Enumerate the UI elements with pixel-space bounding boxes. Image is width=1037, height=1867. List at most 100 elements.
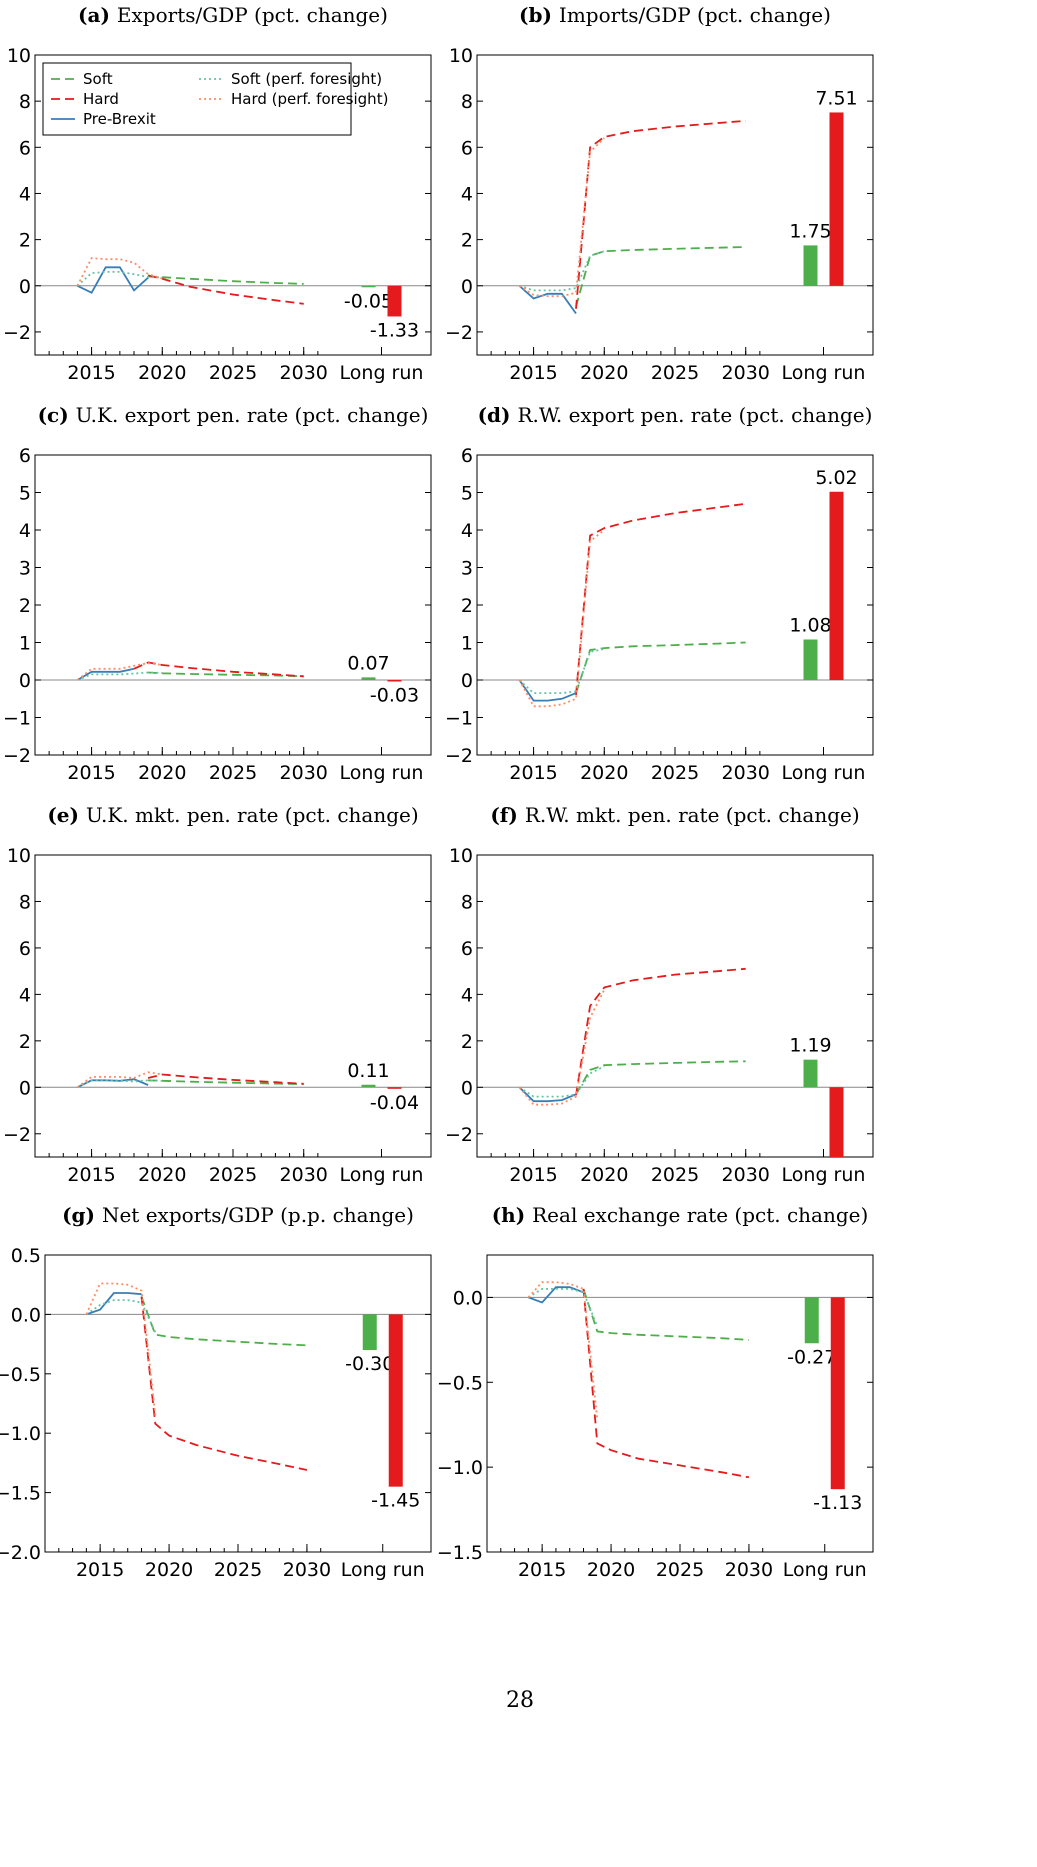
y-tick-label: −1 — [3, 708, 31, 730]
long-run-bar-hard — [829, 112, 844, 286]
panel-title-letter: (e) — [47, 803, 86, 827]
legend: Soft Hard Pre-Brexit Soft (perf. foresight)… — [42, 62, 388, 136]
y-tick-label: 4 — [19, 984, 31, 1006]
series-line-pre — [518, 285, 577, 315]
y-tick-label: 8 — [19, 91, 31, 113]
long-run-bar-label: 0.11 — [347, 1060, 389, 1082]
long-run-bar-label: -0.04 — [370, 1092, 419, 1114]
panel-title: (c) U.K. export pen. rate (pct. change) — [38, 403, 429, 427]
panel-title-letter: (a) — [78, 3, 117, 27]
y-tick-label: −1.5 — [0, 1483, 41, 1505]
series-line-pre — [77, 1078, 149, 1089]
y-tick-label: 8 — [461, 891, 473, 913]
panel-title-text: U.K. mkt. pen. rate (pct. change) — [86, 803, 419, 827]
x-tick-label: 2025 — [651, 362, 699, 384]
x-tick-label: 2020 — [138, 1164, 186, 1186]
panel-title-letter: (h) — [492, 1203, 532, 1227]
panel-title: (d) R.W. export pen. rate (pct. change) — [478, 403, 873, 427]
panel-title: (a) Exports/GDP (pct. change) — [78, 3, 388, 27]
y-tick-label: 0.5 — [11, 1245, 41, 1267]
long-run-bar-soft — [803, 245, 818, 286]
series-line-soft — [582, 1288, 749, 1341]
long-run-bar-label: 0.07 — [347, 652, 389, 674]
x-tick-label: 2030 — [722, 762, 770, 784]
y-tick-label: 0 — [19, 670, 31, 692]
y-tick-label: −2 — [445, 745, 473, 767]
legend-box — [42, 62, 352, 136]
series-line-hard — [147, 1073, 304, 1085]
long-run-bar-label: -1.45 — [371, 1490, 420, 1512]
series-line-hard — [147, 274, 304, 305]
panel-a: (a) Exports/GDP (pct. change) −2 0 2 4 6 8 10 20… — [3, 3, 432, 384]
panel-g: (g) Net exports/GDP (p.p. change) −2.0 −1.… — [0, 1203, 432, 1581]
y-tick-label: −0.5 — [437, 1372, 483, 1394]
long-run-bar-label: -0.03 — [370, 685, 419, 707]
series-line-hard — [575, 119, 746, 309]
long-run-bar-hard — [829, 491, 844, 680]
series-line-soft — [575, 641, 746, 694]
series-line-hard_pf — [85, 1282, 157, 1416]
series-line-pre — [76, 667, 135, 681]
x-tick-label-long-run: Long run — [782, 762, 866, 784]
panel-title: (e) U.K. mkt. pen. rate (pct. change) — [47, 803, 418, 827]
long-run-bar-soft — [361, 1084, 376, 1088]
panel-title-letter: (f) — [490, 803, 525, 827]
x-tick-label: 2020 — [138, 362, 186, 384]
y-tick-label: 2 — [461, 230, 473, 252]
y-tick-label: 0 — [461, 276, 473, 298]
series-line-soft_pf — [76, 270, 163, 287]
long-run-bar-label: 7.51 — [815, 87, 857, 109]
page-number: 28 — [506, 1688, 534, 1713]
y-tick-label: −2 — [3, 745, 31, 767]
x-tick-label: 2030 — [722, 1164, 770, 1186]
long-run-bar-label: 1.08 — [789, 615, 831, 637]
legend-label: Soft (perf. foresight) — [231, 70, 382, 88]
series-line-soft_pf — [518, 1065, 605, 1098]
legend-label: Pre-Brexit — [83, 110, 156, 128]
y-tick-label: −1.0 — [0, 1423, 41, 1445]
panel-title-letter: (c) — [38, 403, 76, 427]
series-line-hard — [575, 502, 746, 696]
x-tick-label: 2030 — [280, 362, 328, 384]
series-line-hard_pf — [76, 662, 163, 681]
y-tick-label: 6 — [461, 137, 473, 159]
y-tick-label: 4 — [19, 520, 31, 542]
x-tick-label: 2020 — [580, 1164, 628, 1186]
x-tick-label: 2015 — [67, 1164, 115, 1186]
panel-title: (g) Net exports/GDP (p.p. change) — [62, 1203, 414, 1227]
long-run-bar-label: 1.19 — [789, 1035, 831, 1057]
x-tick-label: 2025 — [651, 1164, 699, 1186]
panel-f: (f) R.W. mkt. pen. rate (pct. change) −2 0… — [445, 803, 874, 1186]
y-tick-label: −0.5 — [0, 1364, 41, 1386]
y-tick-label: 2 — [19, 230, 31, 252]
y-tick-label: 5 — [461, 483, 473, 505]
x-tick-label: 2020 — [587, 1559, 635, 1581]
series-line-hard_pf — [518, 137, 605, 298]
y-tick-label: 8 — [461, 91, 473, 113]
y-tick-label: 0 — [19, 276, 31, 298]
long-run-bar-soft — [803, 639, 818, 680]
y-tick-label: 5 — [19, 483, 31, 505]
x-tick-label: 2015 — [518, 1559, 566, 1581]
y-tick-label: 2 — [19, 595, 31, 617]
series-line-soft — [575, 1060, 746, 1095]
y-tick-label: 4 — [461, 183, 473, 205]
panel-title-letter: (b) — [519, 3, 559, 27]
long-run-bar-hard — [830, 1297, 845, 1490]
y-tick-label: 10 — [7, 45, 31, 67]
x-tick-label: 2015 — [67, 362, 115, 384]
panel-title-text: Net exports/GDP (p.p. change) — [102, 1203, 414, 1227]
x-tick-label-long-run: Long run — [341, 1559, 425, 1581]
series-line-soft_pf — [518, 648, 605, 694]
y-tick-label: 10 — [449, 45, 473, 67]
x-tick-label-long-run: Long run — [782, 362, 866, 384]
x-tick-label: 2025 — [209, 1164, 257, 1186]
series-line-pre — [77, 266, 149, 294]
y-tick-label: −2 — [445, 1124, 473, 1146]
x-tick-label: 2020 — [580, 362, 628, 384]
y-tick-label: 10 — [449, 845, 473, 867]
y-tick-label: 0 — [461, 670, 473, 692]
series-line-soft_pf — [519, 250, 605, 292]
x-tick-label: 2015 — [509, 762, 557, 784]
panel-h: (h) Real exchange rate (pct. change) −1.5… — [437, 1203, 874, 1581]
